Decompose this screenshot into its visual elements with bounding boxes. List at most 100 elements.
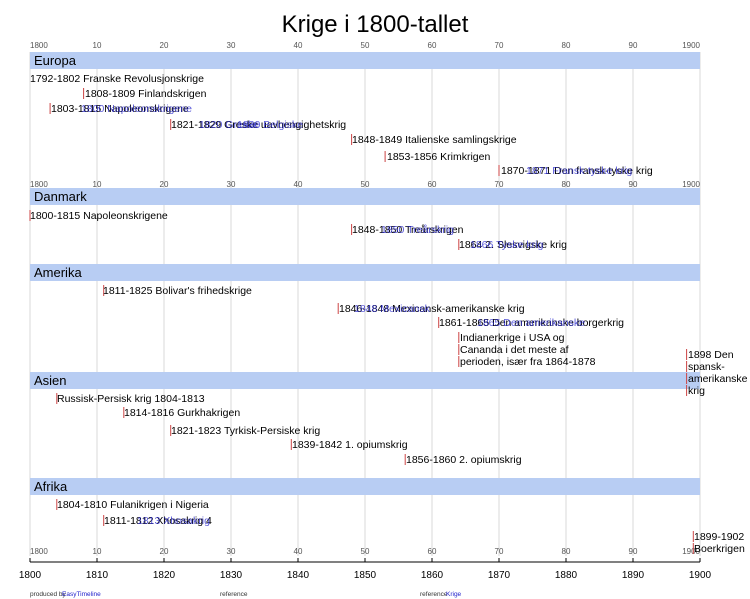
top-tick-label: 70: [495, 547, 504, 556]
top-tick-label: 80: [562, 180, 571, 189]
top-tick-label: 30: [227, 180, 236, 189]
bottom-tick-label: 1830: [220, 570, 243, 581]
region-band: [30, 264, 700, 281]
top-tick-label: 1800: [30, 547, 48, 556]
footer-reference-1: reference: [220, 591, 248, 598]
event-label: 1899-1902: [694, 531, 744, 543]
top-tick-label: 60: [428, 547, 437, 556]
bottom-tick-label: 1840: [287, 570, 310, 581]
bottom-tick-label: 1810: [86, 570, 109, 581]
footer-reference-2: reference: [420, 591, 448, 598]
event-label: 1853-1856 Krimkrigen: [387, 151, 490, 163]
event-label: 1864 2. Slesvigske krig: [459, 239, 567, 251]
top-tick-label: 30: [227, 41, 236, 50]
event-label: 1792-1802 Franske Revolusjonskrige: [30, 73, 204, 85]
event-label: 1846-1848 Mexicansk-amerikanske krig: [339, 303, 525, 315]
event-label: 1803-1815 Napoleonskrigene: [51, 103, 189, 115]
top-tick-label: 40: [294, 180, 303, 189]
bottom-tick-label: 1820: [153, 570, 176, 581]
top-tick-label: 10: [93, 41, 102, 50]
top-tick-label: 1900: [682, 41, 700, 50]
event-label: 1814-1816 Gurkhakrigen: [124, 407, 240, 419]
event-label: Russisk-Persisk krig 1804-1813: [57, 393, 205, 405]
footer-produced-by: produced by: [30, 591, 67, 598]
top-tick-label: 60: [428, 41, 437, 50]
top-tick-label: 1800: [30, 180, 48, 189]
top-tick-label: 1800: [30, 41, 48, 50]
top-tick-label: 60: [428, 180, 437, 189]
bottom-tick-label: 1800: [19, 570, 42, 581]
events-layer: 1792-1802 Franske Revolusjonskrige 1803-1…: [29, 73, 748, 555]
top-tick-label: 50: [361, 180, 370, 189]
overlap-link: 1830 Belgiske: [237, 119, 303, 131]
overlap-link: 1850 Treårskrig: [381, 224, 454, 236]
bottom-axis: 1800 1810 1820 1830 1840 1850 1860 1870 1880 1890…: [19, 558, 712, 581]
event-label: Boerkrigen: [694, 543, 745, 555]
event-label: Cananda i det meste af: [460, 344, 569, 356]
region-band: [30, 372, 700, 389]
top-tick-label: 90: [629, 41, 638, 50]
overlap-link: 1865 Den amerikanske: [477, 317, 585, 329]
event-label: 1848-1850 Treårskrigen: [352, 224, 464, 236]
top-tick-label: 10: [93, 547, 102, 556]
event-label: 1848-1849 Italienske samlingskrige: [352, 134, 517, 146]
region-band: [30, 478, 700, 495]
event-label: 1861-1865 Den amerikanske borgerkrig: [439, 317, 624, 329]
top-tick-label: 50: [361, 547, 370, 556]
bottom-tick-label: 1900: [689, 570, 712, 581]
top-tick-label: 90: [629, 180, 638, 189]
grid-lines: 1800 10 20 30 40 50 60 70 80 90 1900 1800 10 20 30 40 50…: [29, 41, 701, 556]
region-label: Asien: [34, 373, 67, 388]
event-label: spansk-: [688, 361, 725, 373]
top-tick-label: 70: [495, 180, 504, 189]
footer-easytimeline-link: EasyTimeline: [62, 591, 101, 598]
top-tick-label: 1900: [682, 547, 700, 556]
top-tick-label: 20: [160, 180, 169, 189]
bottom-tick-label: 1870: [488, 570, 511, 581]
bottom-tick-label: 1860: [421, 570, 444, 581]
region-label: Amerika: [34, 265, 82, 280]
event-label: 1811-1812 Xhosakrig 4: [104, 515, 212, 527]
top-tick-label: 20: [160, 41, 169, 50]
event-label: 1821-1823 Tyrkisk-Persiske krig: [171, 425, 320, 437]
event-label: 1856-1860 2. opiumskrig: [406, 454, 522, 466]
top-tick-label: 90: [629, 547, 638, 556]
overlap-link: 1820 Greske: [199, 119, 259, 131]
overlap-link: 1871 Fransk-tyske krig: [526, 165, 632, 177]
top-tick-label: 50: [361, 41, 370, 50]
bottom-tick-label: 1880: [555, 570, 578, 581]
event-label: Indianerkrige i USA og: [460, 332, 565, 344]
top-tick-label: 40: [294, 547, 303, 556]
overlap-link: 1866 Tyske krig: [470, 239, 544, 251]
event-label: 1800-1815 Napoleonskrigene: [30, 210, 168, 222]
region-label: Danmark: [34, 189, 87, 204]
top-tick-label: 40: [294, 41, 303, 50]
top-tick-label: 10: [93, 180, 102, 189]
overlap-link: 1813 Xhosakrig: [137, 515, 210, 527]
region-label: Afrika: [34, 479, 68, 494]
event-label: 1804-1810 Fulanikrigen i Nigeria: [57, 499, 209, 511]
chart-title: Krige i 1800-tallet: [282, 11, 469, 38]
overlap-link: 1848 Mexicansk: [354, 303, 431, 315]
region-band: [30, 52, 700, 69]
bottom-tick-label: 1890: [622, 570, 645, 581]
event-label: amerikanske: [688, 373, 748, 385]
event-label: 1898 Den: [688, 349, 734, 361]
event-label: 1821-1829 Greske uavhengighetskrig: [171, 119, 346, 131]
region-band: [30, 188, 700, 205]
region-bands: Europa Danmark Amerika Asien Afrika: [30, 52, 700, 495]
event-label: 1808-1809 Finlandskrigen: [85, 88, 207, 100]
event-label: perioden, især fra 1864-1878: [460, 356, 596, 368]
top-tick-label: 70: [495, 41, 504, 50]
event-label: 1811-1825 Bolivar's frihedskrige: [103, 285, 252, 297]
event-label: 1839-1842 1. opiumskrig: [292, 439, 408, 451]
region-label: Europa: [34, 53, 77, 68]
top-tick-label: 1900: [682, 180, 700, 189]
top-tick-label: 30: [227, 547, 236, 556]
footer-krige-link: Krige: [446, 591, 462, 598]
bottom-tick-label: 1850: [354, 570, 377, 581]
event-label: 1870-1871 Den fransk-tyske krig: [501, 165, 653, 177]
top-tick-label: 20: [160, 547, 169, 556]
top-tick-label: 80: [562, 547, 571, 556]
top-tick-label: 80: [562, 41, 571, 50]
